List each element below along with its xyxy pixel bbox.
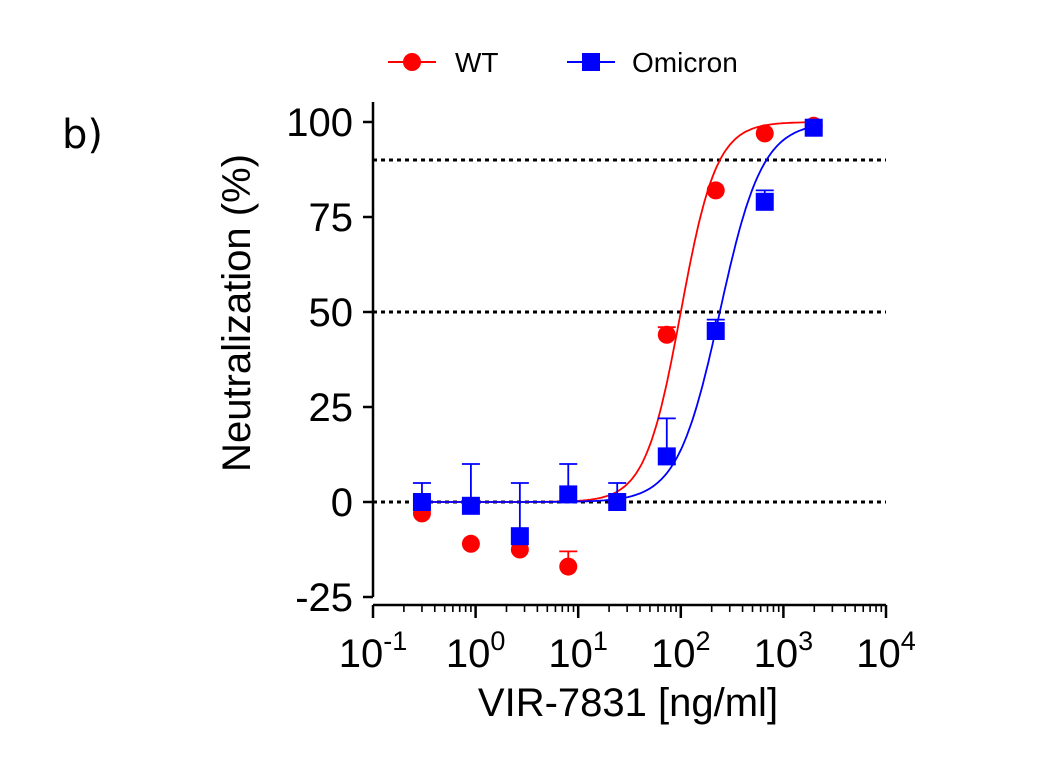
point-omicron (412, 493, 431, 511)
legend-label-omicron: Omicron (632, 47, 738, 78)
point-wt (559, 557, 578, 576)
point-wt (461, 534, 480, 553)
point-omicron (706, 322, 725, 340)
reference-lines (373, 158, 886, 504)
legend-label-wt: WT (455, 47, 499, 78)
fit-curve-omicron (422, 125, 815, 503)
x-axis-label: VIR-7831 [ng/ml] (478, 681, 778, 725)
y-axis-label: Neutralization (%) (215, 154, 259, 472)
point-omicron (608, 493, 627, 511)
x-tick-label: 101 (548, 626, 608, 676)
data-points (412, 116, 823, 576)
point-omicron (804, 118, 823, 137)
point-wt (706, 181, 725, 200)
point-omicron (559, 485, 578, 504)
x-tick-label: 103 (754, 626, 814, 676)
point-omicron (657, 447, 676, 466)
x-tick-label: 100 (446, 626, 506, 676)
point-wt (755, 124, 774, 143)
point-wt (657, 325, 676, 344)
point-omicron (510, 527, 529, 546)
point-omicron (461, 496, 480, 515)
y-tick-label: 50 (309, 291, 354, 335)
x-tick-label: 102 (651, 626, 711, 676)
y-tick-label: 25 (309, 386, 354, 430)
x-tick-label: 104 (856, 626, 916, 676)
legend-marker-wt (403, 53, 421, 71)
axes: -25 0 25 50 75 100 10-1 100 101 102 103 104 (286, 101, 916, 676)
point-omicron (755, 192, 774, 211)
legend: WT Omicron (388, 47, 738, 78)
legend-marker-omicron (582, 53, 600, 71)
y-tick-label: 75 (309, 196, 354, 240)
y-tick-label: 0 (331, 481, 353, 525)
x-tick-label: 10-1 (339, 626, 408, 676)
y-tick-label: -25 (295, 576, 353, 620)
y-tick-label: 100 (286, 101, 353, 145)
panel-label: b) (62, 112, 103, 158)
